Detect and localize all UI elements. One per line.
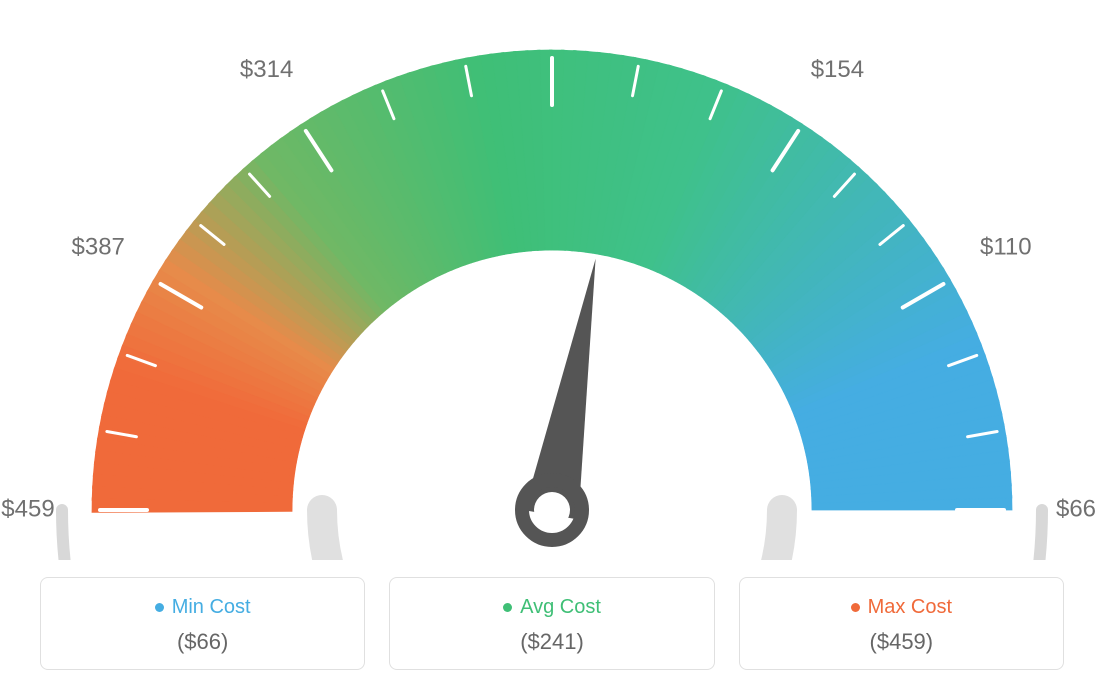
svg-text:$314: $314	[240, 56, 293, 83]
legend-label-max: Max Cost	[868, 596, 952, 619]
legend-card-min: Min Cost ($66)	[40, 577, 365, 670]
legend-value-avg: ($241)	[400, 629, 703, 655]
cost-gauge: $66$110$154$241$314$387$459	[0, 0, 1104, 560]
legend-dot-max	[851, 603, 860, 612]
legend-row: Min Cost ($66) Avg Cost ($241) Max Cost …	[40, 577, 1064, 670]
legend-value-min: ($66)	[51, 629, 354, 655]
legend-label-avg: Avg Cost	[520, 596, 601, 619]
svg-text:$459: $459	[1, 495, 54, 522]
legend-value-max: ($459)	[750, 629, 1053, 655]
svg-text:$387: $387	[72, 233, 125, 260]
legend-card-avg: Avg Cost ($241)	[389, 577, 714, 670]
svg-text:$154: $154	[811, 56, 864, 83]
legend-dot-avg	[503, 603, 512, 612]
svg-text:$110: $110	[980, 233, 1032, 260]
svg-text:$66: $66	[1056, 495, 1096, 522]
legend-label-min: Min Cost	[172, 596, 251, 619]
legend-card-max: Max Cost ($459)	[739, 577, 1064, 670]
legend-dot-min	[155, 603, 164, 612]
